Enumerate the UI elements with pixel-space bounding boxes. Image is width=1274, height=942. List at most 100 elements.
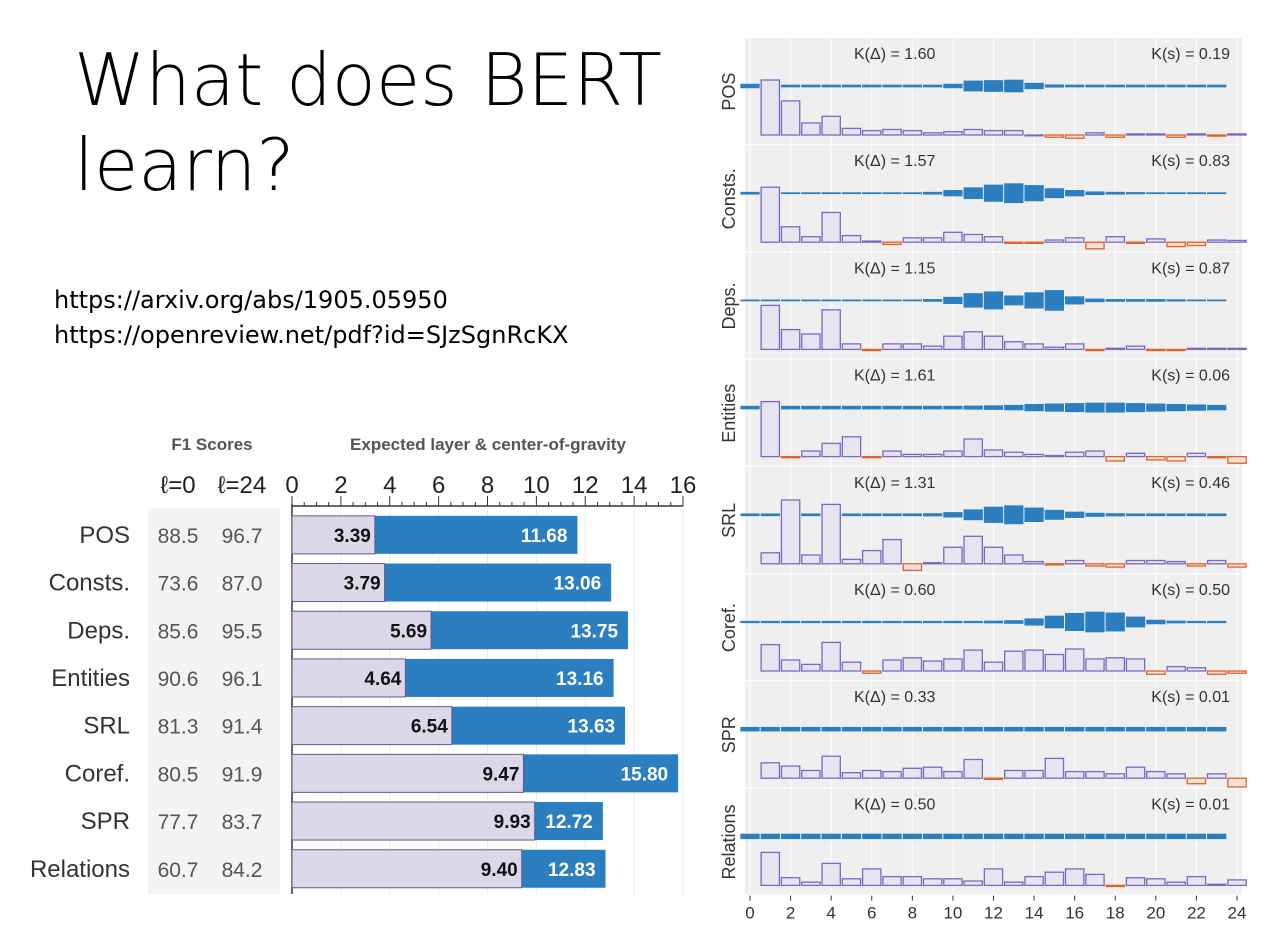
differential-bar bbox=[922, 562, 943, 565]
mixing-weight-bar bbox=[963, 187, 983, 200]
f1-score-l0: 73.6 bbox=[158, 573, 199, 596]
differential-bar bbox=[1206, 773, 1227, 779]
differential-bar bbox=[902, 875, 923, 887]
mixing-weight-bar bbox=[1085, 512, 1105, 517]
mixing-weight-bar bbox=[1085, 611, 1105, 633]
differential-bar bbox=[841, 558, 862, 565]
differential-bar bbox=[943, 878, 963, 887]
differential-bar bbox=[1125, 559, 1146, 565]
differential-bar bbox=[861, 549, 882, 565]
mixing-weight-bar bbox=[902, 192, 922, 195]
differential-bar bbox=[1166, 241, 1186, 248]
differential-bar bbox=[1206, 883, 1227, 887]
mixing-weight-bar bbox=[983, 80, 1004, 92]
differential-bar bbox=[1085, 658, 1105, 672]
differential-bar bbox=[1044, 454, 1065, 458]
x-tick-label: 0 bbox=[745, 904, 754, 923]
expected-layer-bar bbox=[291, 658, 406, 698]
mixing-weight-bar bbox=[1125, 84, 1146, 88]
mixing-weight-bar bbox=[1004, 620, 1024, 624]
mixing-weight-bar bbox=[902, 620, 922, 624]
mixing-weight-bar bbox=[1207, 299, 1227, 302]
f1-column-header: ℓ=24 bbox=[218, 472, 266, 499]
mixing-weight-bar bbox=[1065, 403, 1085, 413]
differential-bar bbox=[1064, 648, 1085, 672]
mixing-weight-bar bbox=[922, 191, 943, 195]
mixing-weight-bar bbox=[821, 726, 841, 732]
mixing-weight-bar bbox=[1146, 84, 1166, 88]
mixing-weight-bar bbox=[740, 726, 760, 732]
x-tick-label: 8 bbox=[481, 472, 494, 499]
differential-bar bbox=[983, 777, 1004, 780]
mixing-weight-bar bbox=[922, 84, 943, 88]
x-tick-label: 22 bbox=[1187, 904, 1206, 923]
category-label: Relations bbox=[30, 856, 130, 883]
layer-distribution-chart: POS K(Δ) = 1.60 K(s) = 0.19 Consts. K(Δ) = 1… bbox=[719, 38, 1247, 923]
mixing-weight-bar bbox=[943, 726, 963, 732]
differential-bar bbox=[821, 755, 841, 779]
mixing-weight-bar bbox=[1105, 299, 1125, 302]
mixing-weight-bar bbox=[963, 405, 983, 410]
differential-bar bbox=[1044, 346, 1065, 351]
center-of-gravity-label: 13.06 bbox=[554, 574, 602, 595]
mixing-weight-bar bbox=[740, 405, 760, 410]
x-tick-label: 16 bbox=[1065, 904, 1084, 923]
mixing-weight-bar bbox=[1146, 619, 1166, 625]
differential-bar bbox=[801, 122, 821, 136]
differential-bar bbox=[1227, 777, 1247, 788]
mixing-weight-bar bbox=[760, 833, 780, 840]
differential-bar bbox=[1003, 129, 1024, 136]
x-tick-label: 2 bbox=[334, 472, 347, 499]
mixing-weight-bar bbox=[760, 726, 780, 732]
k-s-label: K(s) = 0.19 bbox=[1151, 46, 1230, 63]
differential-bar bbox=[1146, 348, 1166, 352]
expected-layer-bar bbox=[291, 515, 376, 555]
mixing-weight-bar bbox=[1125, 726, 1146, 732]
differential-bar bbox=[821, 862, 841, 887]
differential-bar bbox=[983, 335, 1004, 351]
openreview-link[interactable]: https://openreview.net/pdf?id=SJzSgnRcKX bbox=[54, 321, 569, 349]
f1-score-l24: 95.5 bbox=[222, 620, 263, 643]
differential-bar bbox=[963, 438, 984, 458]
mixing-weight-bar bbox=[1166, 726, 1186, 732]
mixing-weight-bar bbox=[963, 80, 983, 92]
center-of-gravity-label: 13.63 bbox=[568, 717, 616, 738]
facet-label: SRL bbox=[719, 503, 739, 538]
differential-bar bbox=[1085, 770, 1105, 779]
differential-bar bbox=[1105, 563, 1126, 568]
x-tick-label: 6 bbox=[432, 472, 445, 499]
differential-bar bbox=[821, 309, 841, 351]
expected-layer-bar bbox=[291, 753, 524, 793]
differential-bar bbox=[882, 770, 902, 779]
mixing-weight-bar bbox=[862, 833, 882, 840]
mixing-weight-bar bbox=[1105, 191, 1125, 195]
differential-bar bbox=[1064, 451, 1085, 458]
differential-bar bbox=[1105, 773, 1126, 779]
differential-bar bbox=[1227, 563, 1247, 568]
mixing-weight-bar bbox=[882, 513, 902, 517]
differential-bar bbox=[882, 450, 902, 458]
f1-score-l24: 96.7 bbox=[222, 525, 263, 548]
differential-bar bbox=[1206, 559, 1227, 565]
differential-bar bbox=[1186, 241, 1207, 247]
mixing-weight-bar bbox=[862, 192, 882, 195]
differential-bar bbox=[1085, 348, 1105, 352]
mixing-weight-bar bbox=[1044, 403, 1065, 412]
differential-bar bbox=[1146, 878, 1166, 887]
mixing-weight-bar bbox=[1207, 833, 1227, 840]
differential-bar bbox=[1166, 455, 1186, 462]
arxiv-link[interactable]: https://arxiv.org/abs/1905.05950 bbox=[54, 286, 448, 314]
mixing-weight-bar bbox=[1024, 726, 1044, 732]
mixing-weight-bar bbox=[841, 299, 862, 302]
mixing-weight-bar bbox=[1044, 615, 1065, 629]
k-s-label: K(s) = 0.83 bbox=[1151, 153, 1230, 170]
expected-layer-chart: F1 Scores Expected layer & center-of-grav… bbox=[30, 435, 696, 894]
mixing-weight-bar bbox=[983, 405, 1004, 410]
differential-bar bbox=[1105, 347, 1126, 351]
mixing-weight-bar bbox=[1085, 298, 1105, 303]
k-delta-label: K(Δ) = 1.60 bbox=[854, 46, 935, 63]
mixing-weight-bar bbox=[1044, 188, 1065, 199]
mixing-weight-bar bbox=[1186, 726, 1207, 732]
differential-bar bbox=[963, 233, 984, 243]
differential-bar bbox=[861, 769, 882, 779]
